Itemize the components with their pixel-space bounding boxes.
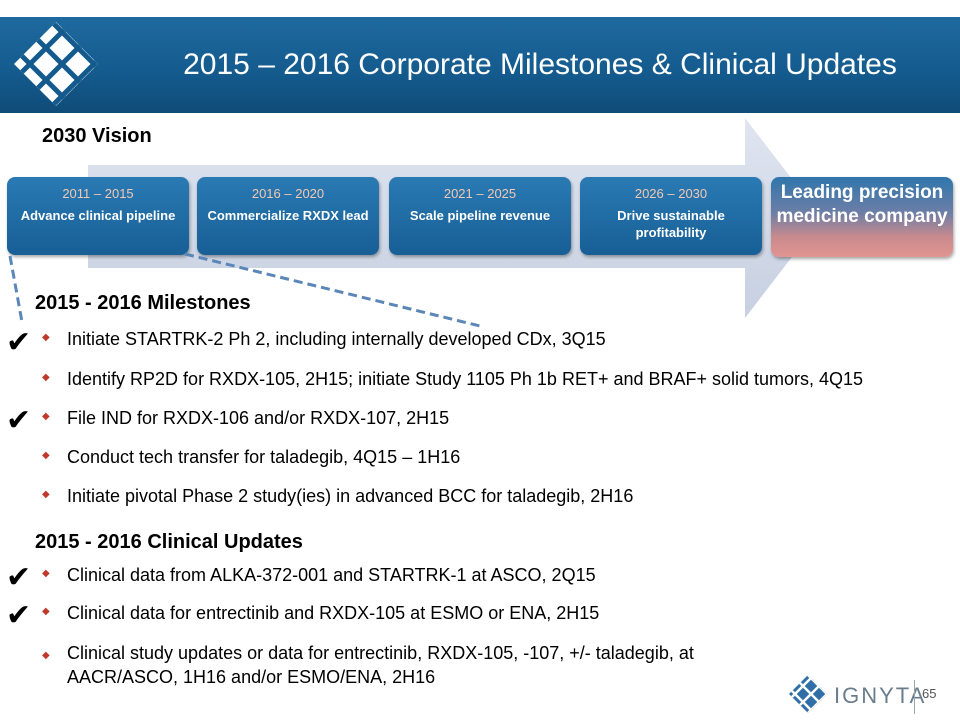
checkmark-icon: ✔	[6, 325, 32, 360]
phase-box-2016-2020: 2016 – 2020 Commercialize RXDX lead	[197, 177, 379, 255]
diamond-lattice-logo-icon	[14, 22, 98, 106]
list-item: ◆ Initiate pivotal Phase 2 study(ies) in…	[42, 486, 863, 525]
diamond-bullet-icon: ◆	[42, 450, 50, 461]
list-item: ◆ Identify RP2D for RXDX-105, 2H15; init…	[42, 369, 863, 408]
list-item: ◆ Initiate STARTRK-2 Ph 2, including int…	[42, 329, 863, 369]
phase-years: 2021 – 2025	[443, 186, 517, 201]
phase-description: Drive sustainable profitability	[617, 208, 725, 240]
vision-label: 2030 Vision	[42, 125, 152, 147]
phase-box-2011-2015: 2011 – 2015 Advance clinical pipeline	[7, 177, 189, 255]
list-item: ◆ Clinical data for entrectinib and RXDX…	[42, 603, 694, 641]
phase-box-2026-2030: 2026 – 2030 Drive sustainable profitabil…	[580, 177, 762, 255]
list-item: ◆ Clinical data from ALKA-372-001 and ST…	[42, 565, 694, 603]
phase-connector-lines	[8, 252, 481, 328]
diamond-bullet-icon: ◆	[42, 489, 50, 500]
milestones-heading: 2015 - 2016 Milestones	[35, 292, 251, 314]
checkmark-icon: ✔	[6, 403, 32, 438]
diamond-bullet-icon: ◆	[42, 411, 50, 422]
phase-description: Scale pipeline revenue	[409, 208, 551, 223]
milestone-text: Initiate STARTRK-2 Ph 2, including inter…	[67, 329, 606, 349]
page-number: 65	[922, 686, 937, 701]
list-item: ◆ File IND for RXDX-106 and/or RXDX-107,…	[42, 408, 863, 447]
diamond-bullet-icon: ◆	[42, 332, 50, 343]
clinical-update-text: Clinical data from ALKA-372-001 and STAR…	[67, 565, 596, 585]
phase-box-2021-2025: 2021 – 2025 Scale pipeline revenue	[389, 177, 571, 255]
brand-logo-icon	[789, 675, 827, 713]
diamond-bullet-icon: ◆	[42, 650, 50, 661]
clinical-update-text: Clinical data for entrectinib and RXDX-1…	[67, 603, 600, 623]
milestone-text: File IND for RXDX-106 and/or RXDX-107, 2…	[67, 408, 450, 428]
clinical-updates-list: ◆ Clinical data from ALKA-372-001 and ST…	[42, 565, 694, 687]
footer-divider	[914, 680, 915, 714]
phase-years: 2016 – 2020	[251, 186, 325, 201]
phase-years: 2011 – 2015	[62, 186, 134, 201]
slide-title: 2015 – 2016 Corporate Milestones & Clini…	[183, 48, 897, 81]
vision-goal-box: Leading precision medicine company	[771, 177, 953, 257]
milestones-list: ◆ Initiate STARTRK-2 Ph 2, including int…	[42, 329, 863, 525]
diamond-bullet-icon: ◆	[42, 568, 50, 579]
phase-years: 2026 – 2030	[634, 186, 708, 201]
milestone-text: Conduct tech transfer for taladegib, 4Q1…	[67, 447, 461, 467]
milestone-text: Initiate pivotal Phase 2 study(ies) in a…	[67, 486, 634, 506]
checkmark-icon: ✔	[6, 598, 32, 633]
brand-name: IGNYTA	[834, 683, 927, 708]
header-band	[0, 17, 960, 113]
clinical-updates-heading: 2015 - 2016 Clinical Updates	[35, 531, 303, 553]
checkmark-icon: ✔	[6, 560, 32, 595]
list-item: ◆ Conduct tech transfer for taladegib, 4…	[42, 447, 863, 486]
list-item: ◆ Clinical study updates or data for ent…	[42, 641, 694, 687]
clinical-update-text-line2: AACR/ASCO, 1H16 and/or ESMO/ENA, 2H16	[67, 667, 436, 687]
diamond-bullet-icon: ◆	[42, 606, 50, 617]
clinical-update-text-line1: Clinical study updates or data for entre…	[67, 643, 694, 663]
milestone-text: Identify RP2D for RXDX-105, 2H15; initia…	[67, 369, 864, 389]
phase-description: Commercialize RXDX lead	[207, 208, 369, 223]
diamond-bullet-icon: ◆	[42, 372, 50, 383]
phase-description: Advance clinical pipeline	[20, 208, 176, 223]
